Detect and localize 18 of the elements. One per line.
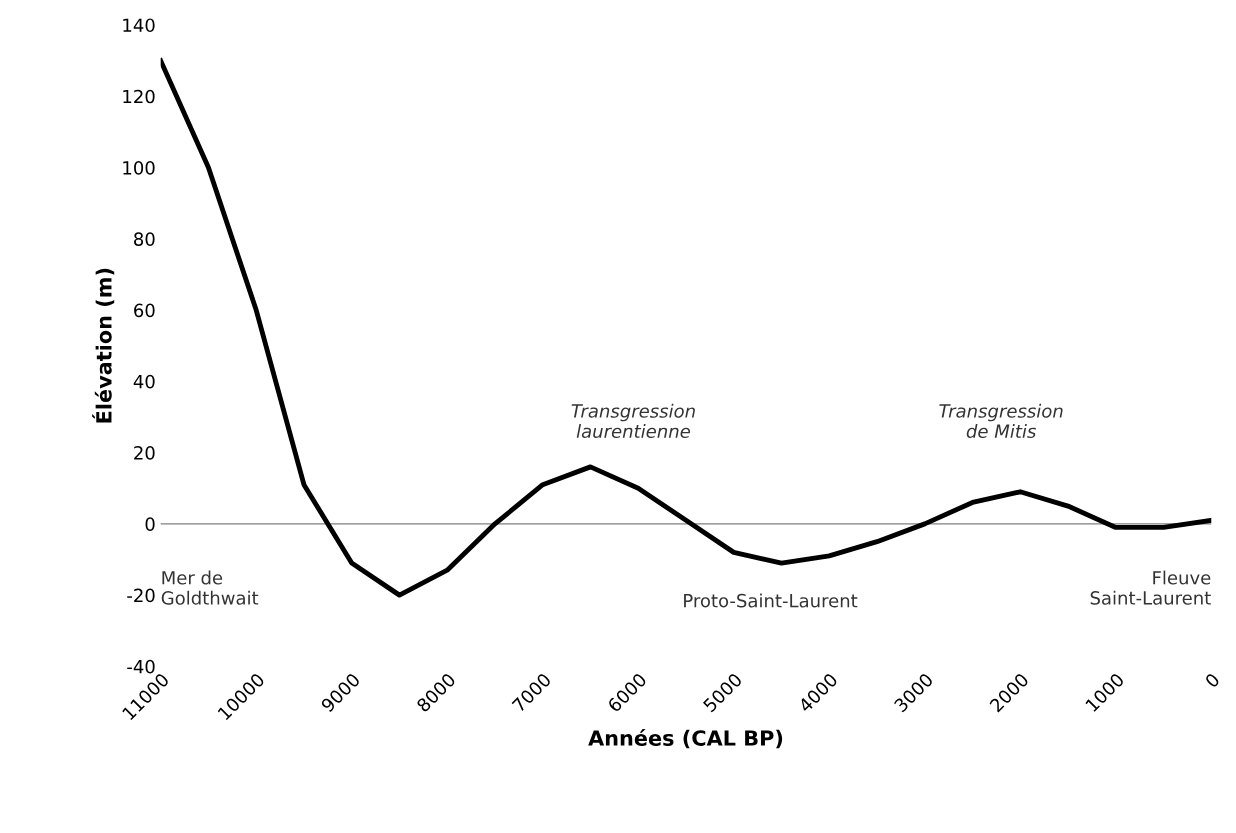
y-tick-label: -40 (127, 659, 155, 674)
y-axis-title: Élévation (m) (92, 268, 115, 423)
annotation: Proto-Saint-Laurent (684, 593, 858, 608)
annotation: Transgression laurentienne (571, 403, 695, 439)
y-tick-label: 0 (145, 517, 155, 531)
y-tick-label: 140 (123, 18, 155, 33)
x-tick-label: 0 (1204, 672, 1221, 689)
y-tick-label: 60 (134, 303, 155, 318)
y-tick-label: 100 (123, 160, 155, 175)
annotation: Transgression de Mitis (939, 403, 1063, 439)
y-tick-label: 80 (134, 232, 155, 246)
y-tick-label: 40 (133, 374, 155, 389)
y-tick-label: 20 (134, 446, 155, 460)
y-tick-label: -20 (127, 588, 155, 603)
annotation: Mer de Goldthwait (161, 570, 259, 605)
y-tick-label: 120 (123, 89, 155, 104)
x-axis-title: Années (CAL BP) (588, 728, 783, 749)
annotation: Fleuve Saint-Laurent (1090, 570, 1211, 605)
